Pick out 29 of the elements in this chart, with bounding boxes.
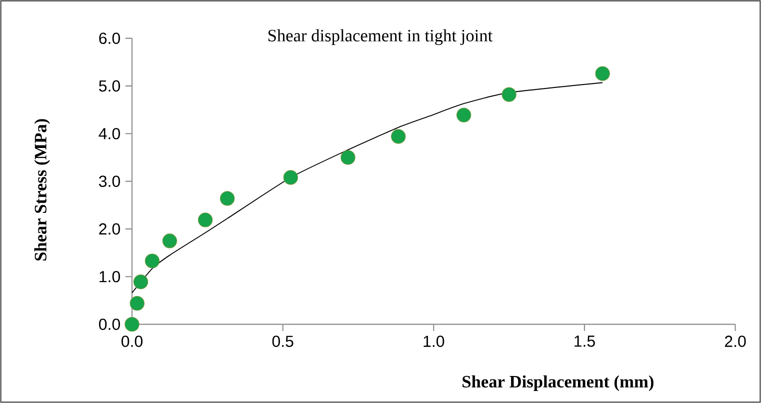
point (456, 108, 472, 122)
line-series (132, 82, 604, 294)
point (340, 150, 356, 165)
y-tick-label: 1.0 (100, 270, 120, 282)
point (133, 274, 148, 290)
x-tick-label: 2.0 (724, 336, 746, 347)
x-axis-title: Shear Displacement (mm) (462, 375, 654, 392)
chart-title: Shear displacement in tight joint (268, 29, 493, 46)
x-tick-label: 1.0 (424, 336, 444, 347)
y-tick-label: 5.0 (99, 80, 120, 92)
point (391, 129, 406, 144)
y-tick-label: 2.0 (99, 223, 120, 235)
point (220, 191, 235, 206)
y-tick-label: 4.0 (98, 128, 120, 140)
x-tick-label: 1.5 (574, 336, 595, 347)
point (595, 66, 610, 81)
point (283, 170, 298, 185)
x-tick-label: 0.0 (122, 336, 143, 347)
y-tick-label: 3.0 (98, 176, 120, 187)
y-tick-label: 0.0 (99, 318, 120, 330)
point (198, 212, 213, 228)
y-axis-title: Shear Stress (MPa) (34, 119, 50, 261)
x-tick-label: 0.5 (272, 336, 294, 347)
point (144, 254, 160, 268)
y-tick-label: 6.0 (99, 32, 120, 44)
point (502, 87, 516, 102)
point (130, 296, 144, 311)
point (124, 316, 140, 332)
point (162, 234, 178, 248)
